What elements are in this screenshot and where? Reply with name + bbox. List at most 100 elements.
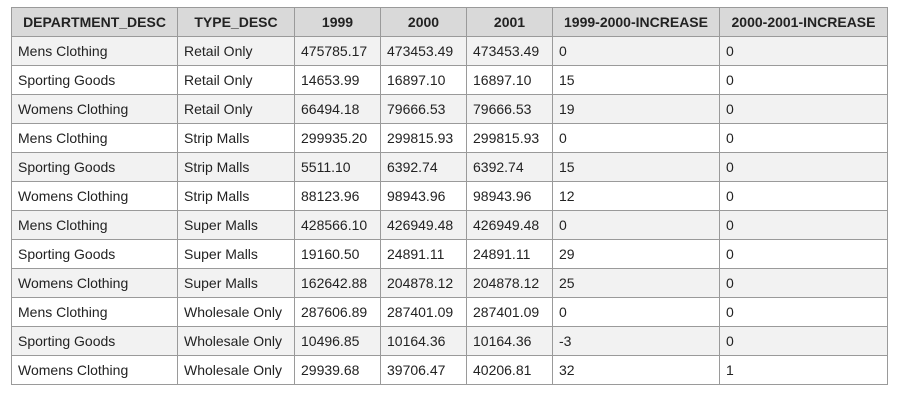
- value-1999-cell: 299935.20: [294, 123, 381, 153]
- column-header-1999[interactable]: 1999: [294, 7, 381, 37]
- department-desc-cell: Mens Clothing: [11, 36, 178, 66]
- value-2000-cell: 299815.93: [380, 123, 467, 153]
- increase-2000-2001-cell: 1: [719, 355, 888, 385]
- value-2000-cell: 287401.09: [380, 297, 467, 327]
- table-header-row: DEPARTMENT_DESC TYPE_DESC 1999 2000 2001…: [11, 7, 888, 37]
- table-row[interactable]: Mens Clothing Retail Only 475785.17 473453.…: [11, 36, 888, 66]
- table-row[interactable]: Mens Clothing Wholesale Only 287606.89 2874…: [11, 297, 888, 327]
- value-2000-cell: 16897.10: [380, 65, 467, 95]
- increase-2000-2001-cell: 0: [719, 326, 888, 356]
- table-row[interactable]: Mens Clothing Super Malls 428566.10 426949.…: [11, 210, 888, 240]
- value-1999-cell: 475785.17: [294, 36, 381, 66]
- increase-1999-2000-cell: 0: [552, 36, 720, 66]
- type-desc-cell: Super Malls: [177, 239, 295, 269]
- value-2001-cell: 79666.53: [466, 94, 553, 124]
- increase-2000-2001-cell: 0: [719, 268, 888, 298]
- increase-2000-2001-cell: 0: [719, 239, 888, 269]
- department-desc-cell: Womens Clothing: [11, 355, 178, 385]
- table-row[interactable]: Sporting Goods Super Malls 19160.50 24891.1…: [11, 239, 888, 269]
- department-desc-cell: Womens Clothing: [11, 94, 178, 124]
- value-1999-cell: 287606.89: [294, 297, 381, 327]
- increase-2000-2001-cell: 0: [719, 36, 888, 66]
- department-desc-cell: Mens Clothing: [11, 123, 178, 153]
- results-table: DEPARTMENT_DESC TYPE_DESC 1999 2000 2001…: [11, 7, 888, 385]
- value-1999-cell: 5511.10: [294, 152, 381, 182]
- department-desc-cell: Sporting Goods: [11, 239, 178, 269]
- value-2001-cell: 299815.93: [466, 123, 553, 153]
- department-desc-cell: Mens Clothing: [11, 210, 178, 240]
- increase-1999-2000-cell: 32: [552, 355, 720, 385]
- value-2000-cell: 79666.53: [380, 94, 467, 124]
- type-desc-cell: Wholesale Only: [177, 297, 295, 327]
- type-desc-cell: Wholesale Only: [177, 326, 295, 356]
- type-desc-cell: Wholesale Only: [177, 355, 295, 385]
- table-row[interactable]: Sporting Goods Wholesale Only 10496.85 1016…: [11, 326, 888, 356]
- increase-1999-2000-cell: 15: [552, 152, 720, 182]
- value-2001-cell: 10164.36: [466, 326, 553, 356]
- table-row[interactable]: Womens Clothing Super Malls 162642.88 20487…: [11, 268, 888, 298]
- type-desc-cell: Retail Only: [177, 94, 295, 124]
- results-table-container: DEPARTMENT_DESC TYPE_DESC 1999 2000 2001…: [11, 7, 888, 385]
- department-desc-cell: Womens Clothing: [11, 181, 178, 211]
- increase-2000-2001-cell: 0: [719, 210, 888, 240]
- column-header-1999-2000-increase[interactable]: 1999-2000-INCREASE: [552, 7, 720, 37]
- value-1999-cell: 29939.68: [294, 355, 381, 385]
- increase-1999-2000-cell: 0: [552, 297, 720, 327]
- department-desc-cell: Sporting Goods: [11, 65, 178, 95]
- value-1999-cell: 14653.99: [294, 65, 381, 95]
- increase-2000-2001-cell: 0: [719, 94, 888, 124]
- value-2000-cell: 24891.11: [380, 239, 467, 269]
- column-header-department-desc[interactable]: DEPARTMENT_DESC: [11, 7, 178, 37]
- increase-2000-2001-cell: 0: [719, 297, 888, 327]
- value-2001-cell: 16897.10: [466, 65, 553, 95]
- value-2001-cell: 24891.11: [466, 239, 553, 269]
- department-desc-cell: Mens Clothing: [11, 297, 178, 327]
- value-2000-cell: 6392.74: [380, 152, 467, 182]
- increase-2000-2001-cell: 0: [719, 65, 888, 95]
- value-1999-cell: 66494.18: [294, 94, 381, 124]
- value-2000-cell: 10164.36: [380, 326, 467, 356]
- column-header-2001[interactable]: 2001: [466, 7, 553, 37]
- type-desc-cell: Strip Malls: [177, 181, 295, 211]
- type-desc-cell: Retail Only: [177, 65, 295, 95]
- value-2001-cell: 40206.81: [466, 355, 553, 385]
- department-desc-cell: Sporting Goods: [11, 326, 178, 356]
- increase-1999-2000-cell: 15: [552, 65, 720, 95]
- type-desc-cell: Super Malls: [177, 268, 295, 298]
- type-desc-cell: Retail Only: [177, 36, 295, 66]
- type-desc-cell: Super Malls: [177, 210, 295, 240]
- value-1999-cell: 19160.50: [294, 239, 381, 269]
- table-row[interactable]: Womens Clothing Retail Only 66494.18 79666.…: [11, 94, 888, 124]
- value-2000-cell: 473453.49: [380, 36, 467, 66]
- value-2001-cell: 287401.09: [466, 297, 553, 327]
- increase-1999-2000-cell: -3: [552, 326, 720, 356]
- increase-1999-2000-cell: 0: [552, 123, 720, 153]
- column-header-2000[interactable]: 2000: [380, 7, 467, 37]
- table-row[interactable]: Sporting Goods Strip Malls 5511.10 6392.74 6…: [11, 152, 888, 182]
- column-header-type-desc[interactable]: TYPE_DESC: [177, 7, 295, 37]
- increase-1999-2000-cell: 25: [552, 268, 720, 298]
- type-desc-cell: Strip Malls: [177, 123, 295, 153]
- value-1999-cell: 10496.85: [294, 326, 381, 356]
- department-desc-cell: Womens Clothing: [11, 268, 178, 298]
- table-row[interactable]: Sporting Goods Retail Only 14653.99 16897.1…: [11, 65, 888, 95]
- table-row[interactable]: Womens Clothing Strip Malls 88123.96 98943.…: [11, 181, 888, 211]
- type-desc-cell: Strip Malls: [177, 152, 295, 182]
- value-2000-cell: 204878.12: [380, 268, 467, 298]
- table-body: Mens Clothing Retail Only 475785.17 473453.…: [11, 36, 888, 385]
- increase-2000-2001-cell: 0: [719, 123, 888, 153]
- value-2001-cell: 6392.74: [466, 152, 553, 182]
- table-row[interactable]: Womens Clothing Wholesale Only 29939.68 397…: [11, 355, 888, 385]
- value-2000-cell: 39706.47: [380, 355, 467, 385]
- increase-1999-2000-cell: 29: [552, 239, 720, 269]
- value-2001-cell: 98943.96: [466, 181, 553, 211]
- table-row[interactable]: Mens Clothing Strip Malls 299935.20 299815.…: [11, 123, 888, 153]
- value-2001-cell: 426949.48: [466, 210, 553, 240]
- department-desc-cell: Sporting Goods: [11, 152, 178, 182]
- increase-2000-2001-cell: 0: [719, 181, 888, 211]
- value-2000-cell: 426949.48: [380, 210, 467, 240]
- value-1999-cell: 428566.10: [294, 210, 381, 240]
- value-2000-cell: 98943.96: [380, 181, 467, 211]
- column-header-2000-2001-increase[interactable]: 2000-2001-INCREASE: [719, 7, 888, 37]
- value-1999-cell: 162642.88: [294, 268, 381, 298]
